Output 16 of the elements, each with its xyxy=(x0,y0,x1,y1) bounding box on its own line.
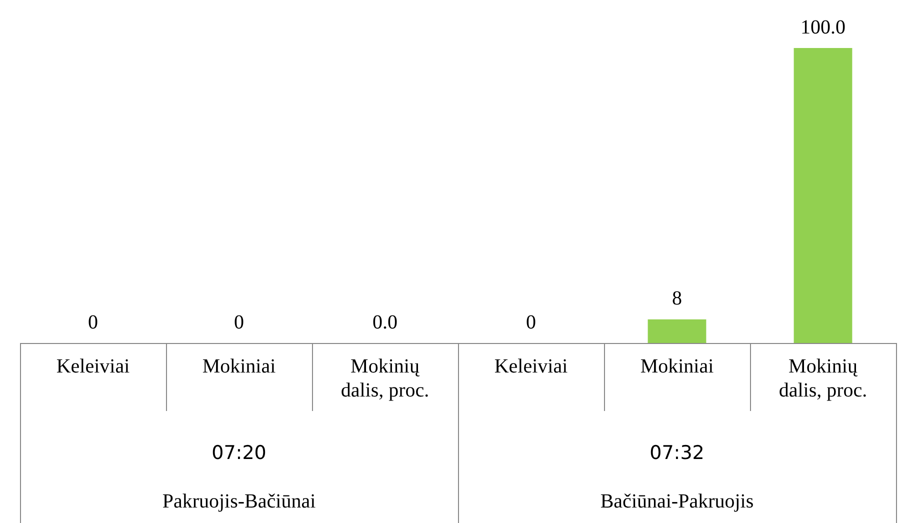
data-label: 0.0 xyxy=(372,311,398,334)
text: 07:20 xyxy=(212,442,266,464)
data-label: 0 xyxy=(88,311,98,334)
x-tick-label: Mokinių dalis, proc. xyxy=(778,355,868,402)
data-label: 0 xyxy=(526,311,536,334)
x-tick-label: Mokiniai xyxy=(202,355,276,378)
x-tick-label: Mokiniai xyxy=(640,355,714,378)
text: 07:32 xyxy=(650,442,704,464)
data-label: 100.0 xyxy=(800,16,846,38)
x-tick-label: Mokinių dalis, proc. xyxy=(340,355,430,402)
data-label: 0 xyxy=(234,311,244,334)
text: Pakruojis-Bačiūnai xyxy=(162,490,316,512)
text: Bačiūnai-Pakruojis xyxy=(600,490,754,512)
data-label: 8 xyxy=(672,288,682,310)
x-tick-label: Keleiviai xyxy=(494,355,568,378)
x-tick-label: Keleiviai xyxy=(56,355,130,378)
